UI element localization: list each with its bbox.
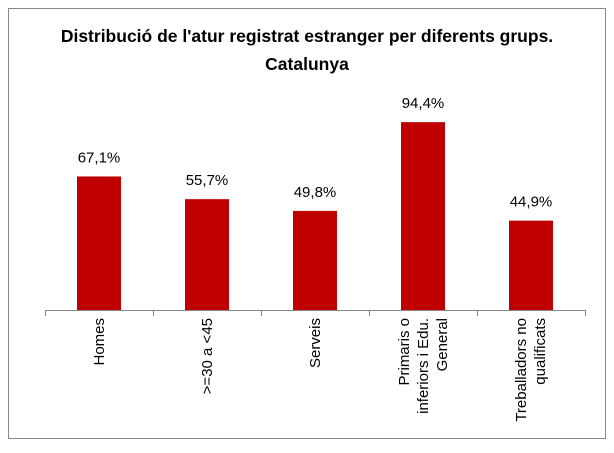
x-tick-label: Primaris o inferiors i Edu. General xyxy=(395,318,451,414)
x-tick-label: Treballadors no qualificats xyxy=(513,318,549,422)
bar xyxy=(185,199,229,310)
x-tick-label: Homes xyxy=(90,318,108,366)
data-label: 49,8% xyxy=(294,184,337,201)
bar xyxy=(293,210,337,310)
bar xyxy=(77,176,121,310)
bar xyxy=(509,220,553,310)
chart-border xyxy=(8,8,606,439)
x-tick-label: >=30 a <45 xyxy=(198,318,216,395)
data-label: 67,1% xyxy=(78,149,121,166)
data-label: 44,9% xyxy=(510,194,553,211)
bar xyxy=(401,122,445,310)
chart-title: Distribució de l'atur registrat estrange… xyxy=(60,26,554,74)
data-label: 94,4% xyxy=(402,95,445,112)
data-label: 55,7% xyxy=(186,172,229,189)
x-tick-label: Serveis xyxy=(306,318,324,369)
